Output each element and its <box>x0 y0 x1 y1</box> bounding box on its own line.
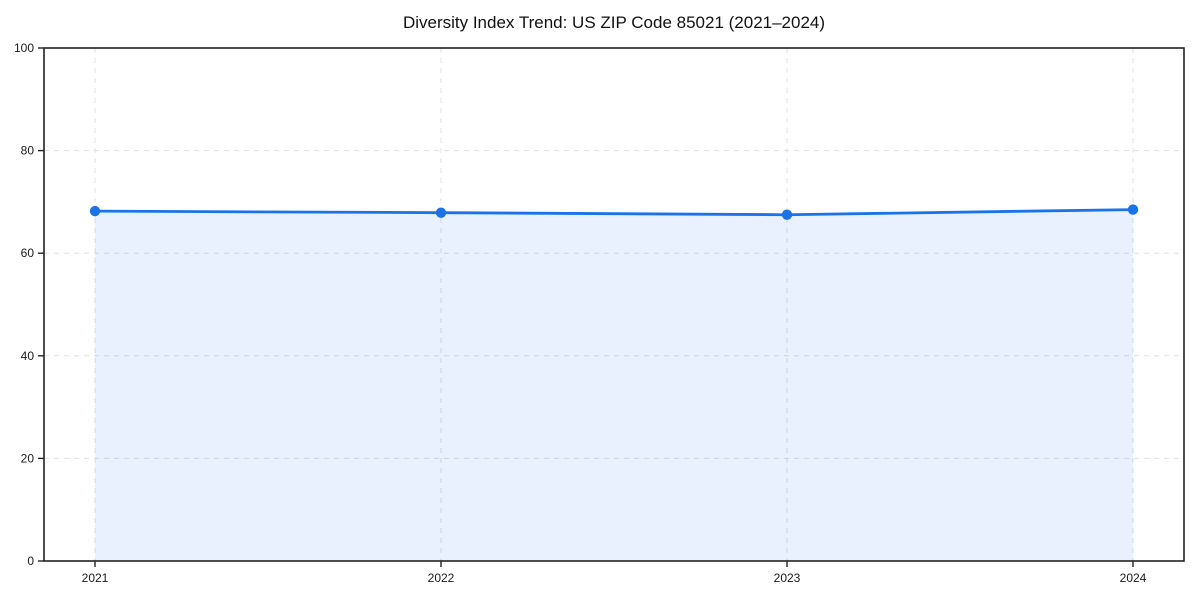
x-tick-label: 2024 <box>1120 571 1147 585</box>
x-tick-label: 2021 <box>82 571 109 585</box>
trend-line <box>93 208 1135 217</box>
chart-title: Diversity Index Trend: US ZIP Code 85021… <box>402 13 826 32</box>
data-point-2023 <box>781 209 793 220</box>
y-tick-label: 40 <box>21 349 35 363</box>
area-fill <box>95 209 1133 561</box>
x-tick-label: 2022 <box>428 571 455 585</box>
data-point-2021 <box>89 205 101 217</box>
y-tick-label: 0 <box>27 554 34 568</box>
plot-border <box>43 47 1185 562</box>
y-tick-label: 80 <box>21 144 35 158</box>
y-tick-label: 60 <box>21 246 35 260</box>
data-point-2022 <box>435 207 447 218</box>
x-tick-label: 2023 <box>774 571 801 585</box>
y-tick-label: 20 <box>21 451 35 465</box>
data-point-2024 <box>1127 204 1139 215</box>
y-tick-label: 100 <box>14 41 34 55</box>
